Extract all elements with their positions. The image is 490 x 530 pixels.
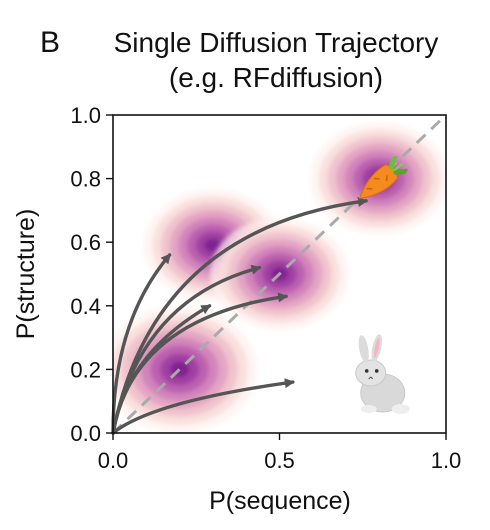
y-tick-label: 0.6 (70, 230, 101, 255)
carrot-icon (358, 156, 408, 200)
y-axis-label: P(structure) (12, 209, 40, 340)
rabbit-icon (355, 334, 410, 414)
icon-layer (355, 156, 410, 414)
chart-title-line1: Single Diffusion Trajectory (114, 27, 439, 58)
x-tick-label: 0.0 (98, 448, 129, 473)
x-tick-label: 1.0 (431, 448, 462, 473)
trajectory-arrow (111, 378, 295, 435)
trajectory-arrows (111, 196, 369, 435)
trajectory-arrow (111, 196, 369, 435)
y-tick-label: 0.0 (70, 421, 101, 446)
y-tick-label: 0.4 (70, 294, 101, 319)
x-tick-label: 0.5 (264, 448, 295, 473)
y-tick-label: 0.2 (70, 357, 101, 382)
density-level (204, 238, 222, 253)
x-axis: 0.0 0.5 1.0 (98, 433, 462, 473)
density-contours (113, 122, 446, 433)
y-tick-label: 1.0 (70, 103, 101, 128)
panel-letter: B (40, 26, 60, 59)
chart-title-line2: (e.g. RFdiffusion) (169, 62, 383, 93)
x-axis-label: P(sequence) (209, 487, 351, 515)
trajectory-arrow (111, 253, 172, 435)
y-axis: 0.0 0.2 0.4 0.6 0.8 1.0 (70, 103, 113, 446)
y-tick-label: 0.8 (70, 167, 101, 192)
